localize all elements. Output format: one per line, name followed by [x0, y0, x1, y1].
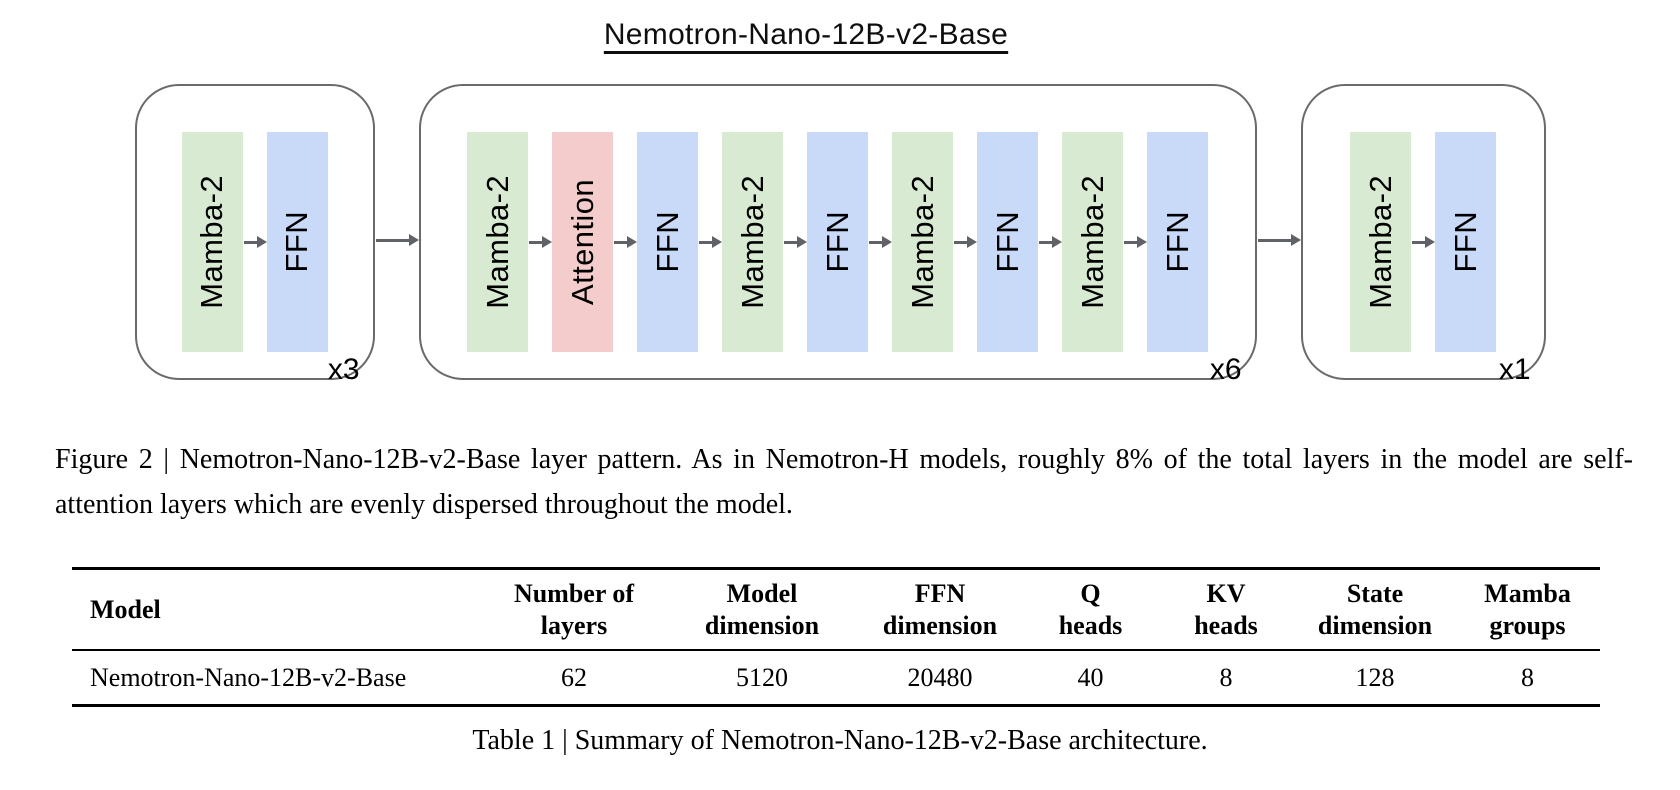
ffn-block: FFN	[637, 132, 698, 352]
block-label: FFN	[1447, 211, 1483, 273]
block-row: Mamba-2 FFN	[1303, 86, 1544, 352]
block-label: Mamba-2	[479, 175, 515, 309]
mamba2-block: Mamba-2	[1350, 132, 1411, 352]
layer-group-x1: Mamba-2 FFN x1	[1300, 84, 1546, 386]
figure-title: Nemotron-Nano-12B-v2-Base	[603, 18, 1009, 51]
cell-num-layers: 62	[561, 662, 587, 692]
arrow-right-icon	[783, 132, 807, 352]
block-label: FFN	[1159, 211, 1195, 273]
ffn-block: FFN	[1147, 132, 1208, 352]
ffn-block: FFN	[977, 132, 1038, 352]
architecture-table: Model Number of layers Model dimension F…	[72, 567, 1600, 707]
block-row: Mamba-2 Attention FFN Mamba-2 FFN	[421, 86, 1255, 352]
arrow-right-icon	[1038, 132, 1062, 352]
mamba2-block: Mamba-2	[892, 132, 953, 352]
repeat-label: x6	[1209, 353, 1242, 386]
arrow-right-icon	[868, 132, 892, 352]
arrow-right-icon	[528, 132, 552, 352]
arrow-right-icon	[1123, 132, 1147, 352]
col-header-ffn-dimension: FFN dimension	[856, 568, 1024, 651]
col-header-kv-heads: KV heads	[1157, 568, 1295, 651]
architecture-table-wrap: Model Number of layers Model dimension F…	[72, 567, 1600, 707]
cell-state-dimension: 128	[1355, 662, 1395, 692]
cell-ffn-dimension: 20480	[907, 662, 973, 692]
block-label: Mamba-2	[1362, 175, 1398, 309]
block-row: Mamba-2 FFN	[137, 86, 373, 352]
block-label: Mamba-2	[734, 175, 770, 309]
attention-block: Attention	[552, 132, 613, 352]
block-label: FFN	[649, 211, 685, 273]
cell-mamba-groups: 8	[1521, 662, 1534, 692]
cell-q-heads: 40	[1077, 662, 1104, 692]
mamba2-block: Mamba-2	[1062, 132, 1123, 352]
block-label: FFN	[279, 211, 314, 273]
layer-group-x6: Mamba-2 Attention FFN Mamba-2 FFN	[418, 84, 1257, 386]
ffn-block: FFN	[807, 132, 868, 352]
ffn-block: FFN	[266, 132, 328, 352]
layer-pattern-diagram: Mamba-2 FFN x3 Mamba-2 Attention	[0, 84, 1680, 386]
block-label: Mamba-2	[194, 175, 229, 309]
arrow-right-icon	[375, 130, 419, 350]
mamba2-block: Mamba-2	[467, 132, 528, 352]
arrow-right-icon	[613, 132, 637, 352]
mamba2-block: Mamba-2	[722, 132, 783, 352]
col-header-q-heads: Q heads	[1024, 568, 1157, 651]
block-label: FFN	[819, 211, 855, 273]
cell-model-dimension: 5120	[736, 662, 788, 692]
block-label: Mamba-2	[1074, 175, 1110, 309]
cell-model: Nemotron-Nano-12B-v2-Base	[90, 662, 407, 692]
repeat-label: x3	[327, 353, 360, 386]
col-header-model: Model	[72, 568, 480, 651]
arrow-right-icon	[1257, 130, 1301, 350]
repeat-label: x1	[1498, 353, 1531, 386]
table-caption: Table 1 | Summary of Nemotron-Nano-12B-v…	[472, 725, 1208, 756]
block-label: FFN	[989, 211, 1025, 273]
layer-group-x3: Mamba-2 FFN x3	[134, 84, 375, 386]
cell-kv-heads: 8	[1219, 662, 1233, 692]
col-header-state-dimension: State dimension	[1295, 568, 1455, 651]
table-row: Nemotron-Nano-12B-v2-Base 62 5120 20480 …	[72, 650, 1600, 706]
arrow-right-icon	[243, 132, 267, 352]
arrow-right-icon	[698, 132, 722, 352]
col-header-num-layers: Number of layers	[480, 568, 668, 651]
block-label: Mamba-2	[904, 175, 940, 309]
block-label: Attention	[564, 179, 600, 305]
figure-caption: Figure 2 | Nemotron-Nano-12B-v2-Base lay…	[55, 444, 1633, 520]
col-header-model-dimension: Model dimension	[668, 568, 856, 651]
arrow-right-icon	[1411, 132, 1435, 352]
ffn-block: FFN	[1435, 132, 1496, 352]
table-header-row: Model Number of layers Model dimension F…	[72, 568, 1600, 651]
arrow-right-icon	[953, 132, 977, 352]
col-header-mamba-groups: Mamba groups	[1455, 568, 1600, 651]
mamba2-block: Mamba-2	[181, 132, 243, 352]
